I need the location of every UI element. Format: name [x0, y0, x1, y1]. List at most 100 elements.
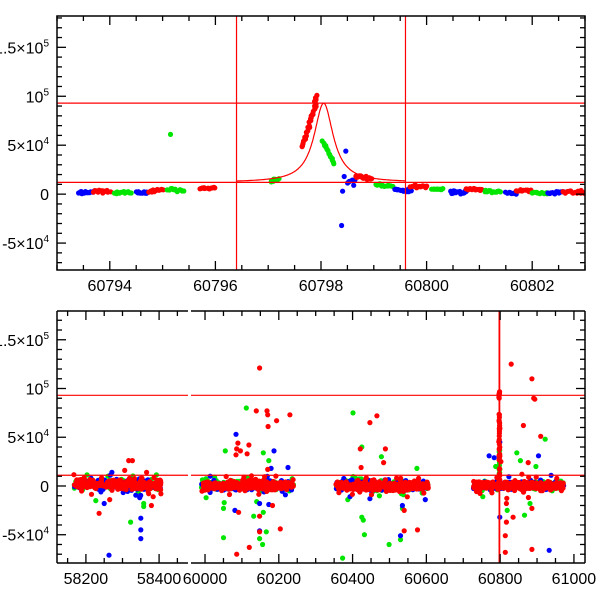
data-point-green: [222, 448, 228, 454]
data-point-red: [126, 458, 132, 464]
data-point-red: [273, 473, 279, 479]
data-point-green: [220, 535, 227, 541]
data-point-red: [246, 478, 252, 484]
data-point-red: [533, 481, 539, 487]
data-point-red: [264, 408, 270, 414]
data-point-red: [367, 420, 373, 426]
data-point-blue: [133, 492, 139, 498]
data-point-green: [514, 450, 520, 456]
data-point-red: [504, 479, 510, 485]
data-point-red: [144, 469, 150, 475]
y-tick-label-base: 10: [26, 89, 44, 106]
data-point-red: [370, 487, 376, 493]
data-point-red: [154, 480, 160, 486]
data-point-red: [160, 187, 166, 193]
x-tick-label: 60400: [330, 571, 375, 588]
data-point-red: [262, 483, 268, 489]
data-point-red: [526, 474, 532, 480]
data-point-red: [257, 485, 263, 491]
data-point-red: [526, 485, 532, 491]
data-point-red: [135, 481, 142, 487]
y-tick-label-exponent: 5: [43, 331, 49, 342]
data-point-blue: [341, 173, 347, 180]
data-point-red: [264, 488, 270, 494]
data-points: [198, 361, 567, 561]
data-point-red: [525, 494, 532, 501]
data-point-blue: [137, 495, 143, 501]
data-point-green: [397, 537, 404, 543]
y-tick-label-exponent: 4: [43, 428, 49, 439]
data-point-red: [374, 413, 380, 419]
y-tick-label: -5×104: [2, 526, 49, 545]
data-point-red: [421, 490, 427, 496]
y-tick-label-base: -5×10: [2, 236, 43, 253]
data-point-red: [407, 484, 413, 490]
data-point-red: [146, 491, 152, 497]
data-point-red: [504, 495, 510, 501]
data-point-red: [289, 483, 295, 489]
data-point-red: [414, 527, 421, 533]
data-point-red: [377, 483, 383, 489]
data-point-blue: [271, 448, 277, 454]
x-tick-label: 58200: [64, 571, 109, 588]
data-point-blue: [285, 464, 291, 471]
data-point-red: [97, 481, 103, 487]
data-point-red: [401, 507, 407, 513]
data-point-red: [226, 491, 233, 498]
data-point-red: [362, 483, 368, 489]
data-point-green: [93, 498, 99, 504]
data-point-red: [511, 487, 518, 494]
data-point-green: [376, 493, 382, 499]
y-tick-label: 105: [26, 87, 50, 106]
data-point-red: [130, 484, 136, 490]
data-point-red: [519, 471, 525, 477]
data-point-red: [215, 485, 221, 491]
data-point-red: [224, 484, 230, 490]
data-point-green: [221, 500, 227, 506]
data-point-red: [287, 412, 293, 418]
data-point-blue: [397, 533, 404, 539]
data-point-blue: [106, 552, 112, 558]
data-point-blue: [486, 453, 492, 459]
data-point-green: [440, 186, 446, 192]
data-point-red: [244, 451, 250, 457]
data-point-red: [529, 505, 535, 511]
data-point-red: [404, 494, 410, 500]
data-point-red: [314, 92, 320, 98]
data-point-red: [538, 433, 544, 439]
reference-lines: [57, 394, 188, 476]
data-point-red: [520, 483, 526, 489]
data-point-blue: [233, 431, 239, 437]
data-point-green: [220, 505, 227, 511]
data-point-blue: [535, 453, 542, 459]
data-point-red: [265, 423, 271, 430]
data-point-green: [493, 463, 499, 470]
data-point-red: [560, 485, 566, 491]
data-point-red: [374, 487, 380, 493]
data-point-green: [128, 190, 134, 196]
bottom-panel-full-light-curve: 58200 58400 60000 60200 60400 60600 60800 61000…: [0, 310, 596, 588]
data-point-red: [401, 528, 407, 534]
data-point-red: [381, 460, 387, 466]
data-point-green: [257, 536, 263, 542]
data-point-green: [378, 454, 384, 460]
data-point-red: [212, 185, 218, 191]
data-point-red: [339, 479, 345, 486]
data-point-red: [349, 491, 355, 497]
data-point-red: [126, 478, 132, 484]
data-point-red: [546, 479, 552, 485]
data-point-red: [246, 544, 252, 551]
data-point-red: [138, 486, 144, 492]
data-point-blue: [491, 455, 497, 461]
data-point-green: [260, 509, 266, 515]
data-point-red: [244, 482, 250, 488]
data-point-blue: [109, 469, 115, 475]
y-tick-label: 5×104: [7, 136, 49, 155]
data-point-green: [266, 458, 272, 464]
data-point-red: [277, 526, 283, 532]
data-point-blue: [546, 547, 552, 553]
data-point-red: [415, 483, 421, 489]
data-point-red: [306, 123, 312, 129]
data-point-green: [167, 131, 174, 137]
